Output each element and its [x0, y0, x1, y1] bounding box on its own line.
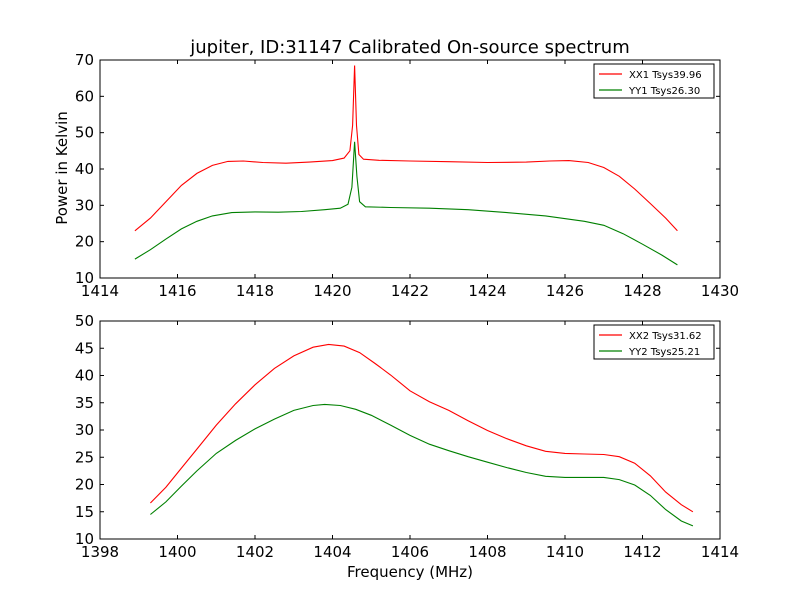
x-tick-label: 1406 — [391, 543, 429, 561]
y-tick-label: 45 — [75, 339, 94, 357]
x-tick-label: 1412 — [623, 543, 661, 561]
legend-label: XX2 Tsys31.62 — [629, 331, 702, 342]
y-tick-label: 10 — [75, 530, 94, 548]
series-line-2-2 — [150, 403, 694, 527]
x-tick-label: 1398 — [81, 543, 119, 561]
y-tick-label: 25 — [75, 448, 94, 466]
chart-title: jupiter, ID:31147 Calibrated On-source s… — [189, 37, 630, 58]
x-tick-label: 1428 — [623, 282, 661, 300]
series-line-2-1 — [150, 343, 694, 513]
x-tick-label: 1402 — [236, 543, 274, 561]
legend-label: YY2 Tsys25.21 — [628, 347, 700, 358]
y-tick-label: 50 — [75, 312, 94, 330]
legend-box — [593, 63, 715, 99]
x-tick-label: 1422 — [391, 282, 429, 300]
x-tick-label: 1424 — [468, 282, 506, 300]
y-tick-label: 50 — [75, 124, 94, 142]
y-tick-label: 60 — [75, 87, 94, 105]
x-tick-label: 1426 — [546, 282, 584, 300]
x-tick-label: 1420 — [313, 282, 351, 300]
x-tick-label: 1414 — [81, 282, 119, 300]
legend-label: YY1 Tsys26.30 — [628, 86, 700, 97]
legend-box — [593, 324, 715, 360]
y-tick-label: 70 — [75, 51, 94, 69]
legend: XX2 Tsys31.62 YY2 Tsys25.21 — [593, 324, 715, 360]
x-tick-label: 1416 — [158, 282, 196, 300]
y-tick-label: 20 — [75, 476, 94, 494]
y-tick-label: 30 — [75, 196, 94, 214]
plot-panel-1: 1414 1416 1418 1420 1422 1424 1426 1428 1430 10 20… — [75, 51, 739, 300]
x-tick-label: 1400 — [158, 543, 196, 561]
x-axis-label: Frequency (MHz) — [347, 563, 473, 581]
y-tick-label: 40 — [75, 160, 94, 178]
series-line-1-1 — [134, 65, 678, 232]
y-tick-label: 15 — [75, 503, 94, 521]
series-line-1-2 — [134, 141, 678, 266]
y-axis-label: Power in Kelvin — [53, 111, 71, 225]
y-tick-label: 20 — [75, 233, 94, 251]
legend: XX1 Tsys39.96 YY1 Tsys26.30 — [593, 63, 715, 99]
y-tick-label: 35 — [75, 394, 94, 412]
x-tick-label: 1410 — [546, 543, 584, 561]
x-tick-label: 1408 — [468, 543, 506, 561]
plot-panel-2: 1398 1400 1402 1404 1406 1408 1410 1412 1414 10 15… — [75, 312, 739, 561]
y-tick-label: 40 — [75, 367, 94, 385]
y-tick-label: 30 — [75, 421, 94, 439]
x-tick-label: 1404 — [313, 543, 351, 561]
legend-label: XX1 Tsys39.96 — [629, 70, 702, 81]
x-tick-label: 1430 — [701, 282, 739, 300]
x-tick-label: 1414 — [701, 543, 739, 561]
y-tick-label: 10 — [75, 269, 94, 287]
x-tick-label: 1418 — [236, 282, 274, 300]
